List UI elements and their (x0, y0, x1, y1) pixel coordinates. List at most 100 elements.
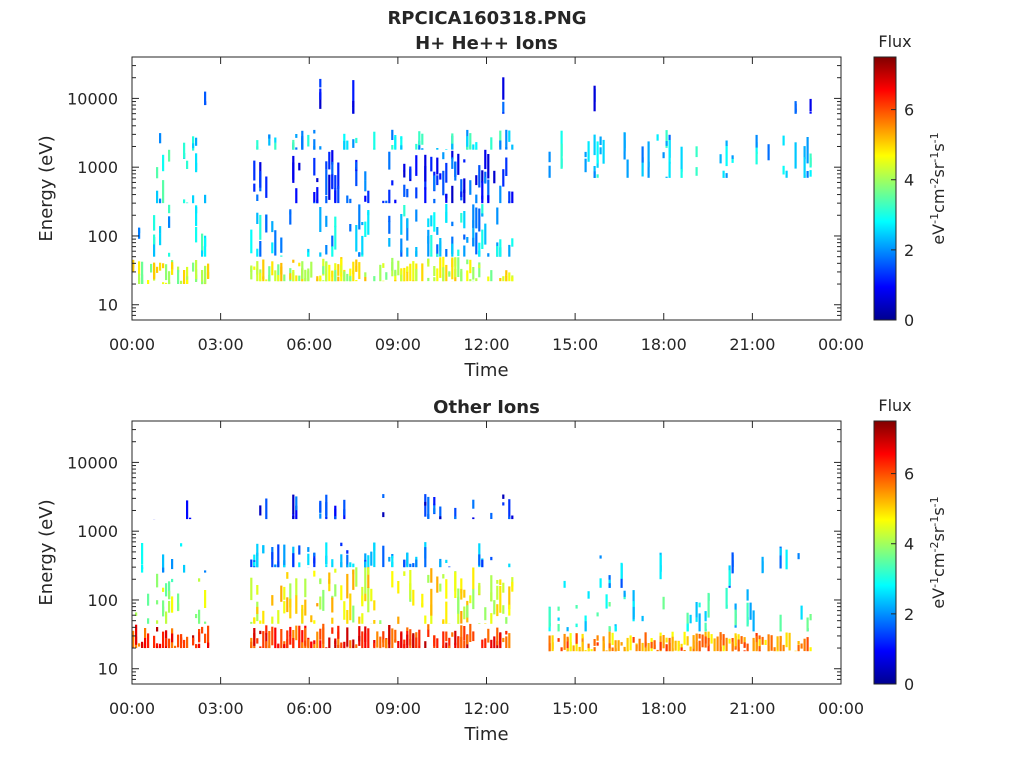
flux-pixel (274, 270, 277, 282)
flux-pixel (153, 237, 156, 257)
flux-pixel (478, 554, 481, 566)
flux-pixel (346, 573, 349, 599)
flux-pixel (614, 640, 617, 652)
flux-pixel (508, 604, 511, 616)
flux-pixel (487, 195, 490, 204)
flux-pixel (292, 515, 295, 519)
flux-pixel (271, 595, 274, 606)
flux-pixel (430, 235, 433, 257)
flux-pixel (283, 274, 286, 282)
flux-pixel (626, 159, 629, 178)
x-tick-label: 12:00 (463, 335, 509, 354)
flux-pixel (424, 615, 427, 624)
flux-pixel (325, 161, 328, 170)
flux-pixel (382, 545, 385, 568)
flux-pixel (487, 253, 490, 257)
flux-pixel (346, 627, 349, 647)
flux-pixel (460, 625, 463, 642)
flux-pixel (511, 581, 514, 592)
flux-pixel (364, 221, 367, 237)
flux-pixel (427, 574, 430, 583)
colorbar-unit-label: eV-1cm-2sr-1s-1 (928, 496, 949, 608)
colorbar-unit-label: eV-1cm-2sr-1s-1 (928, 132, 949, 244)
flux-pixel (201, 270, 204, 285)
flux-pixel (575, 623, 578, 628)
flux-pixel (325, 565, 328, 568)
flux-pixel (364, 567, 367, 594)
flux-pixel (355, 137, 358, 144)
flux-pixel (325, 494, 328, 518)
flux-pixel (698, 633, 701, 639)
flux-pixel (274, 230, 277, 256)
flux-pixel (764, 639, 767, 645)
flux-pixel (496, 207, 499, 225)
flux-pixel (502, 582, 505, 593)
flux-pixel (307, 268, 310, 282)
flux-pixel (373, 643, 376, 649)
flux-pixel (337, 264, 340, 276)
flux-pixel (770, 635, 773, 651)
flux-pixel (412, 634, 415, 648)
flux-pixel (256, 556, 259, 568)
flux-pixel (590, 649, 593, 652)
flux-pixel (454, 630, 457, 646)
flux-pixel (256, 248, 259, 257)
flux-pixel (259, 272, 262, 282)
flux-pixel (728, 638, 731, 644)
flux-pixel (271, 261, 274, 276)
flux-pixel (502, 101, 505, 114)
flux-pixel (743, 650, 746, 652)
flux-pixel (442, 619, 445, 624)
flux-pixel (487, 276, 490, 282)
flux-pixel (466, 146, 469, 150)
flux-pixel (463, 211, 466, 229)
flux-pixel (638, 638, 641, 652)
flux-pixel (463, 159, 466, 163)
flux-pixel (481, 229, 484, 249)
flux-pixel (150, 263, 153, 273)
flux-pixel (505, 129, 508, 150)
flux-pixel (448, 271, 451, 275)
flux-pixel (204, 91, 207, 106)
flux-pixel (385, 200, 388, 204)
flux-pixel (298, 162, 301, 171)
flux-pixel (617, 640, 620, 651)
flux-pixel (141, 564, 144, 569)
flux-pixel (794, 101, 797, 114)
colorbar-tick-label: 0 (904, 675, 914, 694)
flux-pixel (391, 571, 394, 588)
flux-pixel (406, 634, 409, 648)
flux-pixel (418, 646, 421, 649)
flux-pixel (192, 262, 195, 272)
flux-pixel (349, 593, 352, 621)
flux-pixel (424, 547, 427, 568)
flux-pixel (650, 641, 653, 649)
flux-pixel (162, 600, 165, 617)
flux-pixel (511, 577, 514, 587)
flux-pixel (779, 630, 782, 632)
flux-pixel (779, 547, 782, 556)
flux-pixel (596, 612, 599, 617)
flux-pixel (364, 593, 367, 602)
x-tick-label: 12:00 (463, 699, 509, 718)
flux-pixel (301, 630, 304, 648)
flux-pixel (382, 263, 385, 268)
flux-pixel (198, 578, 201, 582)
flux-pixel (620, 642, 623, 646)
flux-pixel (484, 223, 487, 245)
flux-pixel (289, 583, 292, 608)
flux-pixel (502, 77, 505, 100)
flux-pixel (457, 637, 460, 648)
flux-pixel (415, 143, 418, 150)
flux-pixel (156, 190, 159, 204)
flux-pixel (253, 266, 256, 270)
flux-pixel (668, 637, 671, 652)
flux-pixel (782, 644, 785, 652)
x-tick-label: 18:00 (641, 699, 687, 718)
flux-pixel (286, 597, 289, 613)
flux-pixel (340, 642, 343, 648)
flux-pixel (725, 140, 728, 146)
flux-pixel (677, 641, 680, 652)
flux-pixel (511, 191, 514, 204)
flux-pixel (481, 170, 484, 183)
